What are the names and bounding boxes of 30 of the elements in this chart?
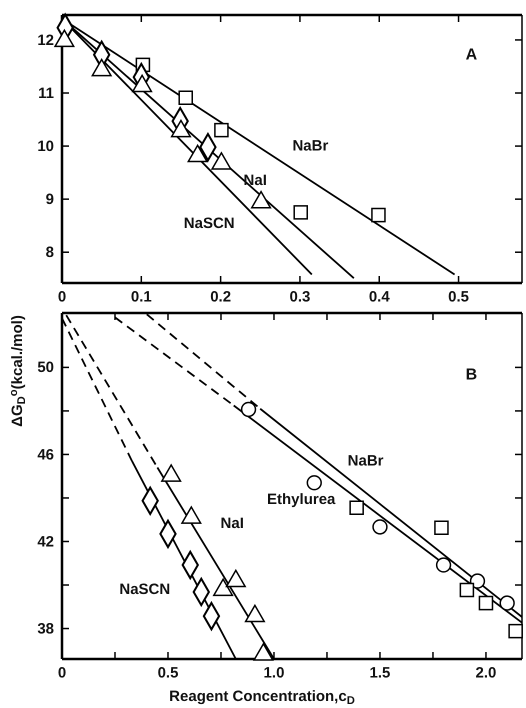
annotation: NaSCN: [119, 580, 170, 598]
annotation: A: [466, 46, 478, 64]
x-tick-label: 0.5: [158, 664, 178, 682]
x-axis-title: Reagent Concentration,c$_{D}$: [169, 688, 355, 708]
annotation: NaI: [220, 515, 244, 532]
y-tick-label: 10: [37, 138, 54, 155]
y-tick-label: 8: [46, 244, 54, 262]
y-tick-label: 9: [46, 190, 54, 208]
annotation: NaBr: [292, 137, 328, 154]
y-tick-label: 11: [38, 84, 54, 102]
x-tick-label: 0.5: [448, 288, 469, 306]
y-tick-label: 50: [37, 359, 54, 376]
x-tick-label: 0.3: [290, 288, 310, 306]
x-tick-label: 1.5: [370, 664, 390, 682]
y-tick-label: 38: [37, 620, 54, 638]
annotation: NaBr: [348, 452, 384, 470]
annotation: NaI: [244, 172, 267, 190]
x-tick-label: 0.2: [210, 288, 232, 306]
x-tick-label: 0: [58, 664, 66, 682]
y-tick-label: 12: [37, 32, 54, 49]
x-tick-label: 1.0: [264, 664, 284, 682]
x-tick-label: 0: [58, 288, 66, 306]
x-tick-label: 0.4: [368, 288, 390, 306]
annotation: NaSCN: [184, 215, 235, 232]
annotation: B: [466, 366, 478, 384]
y-tick-label: 42: [37, 533, 54, 550]
y-tick-label: 46: [37, 446, 54, 464]
annotation: Ethylurea: [267, 490, 336, 508]
x-tick-label: 0.1: [130, 288, 152, 306]
x-tick-label: 2.0: [476, 664, 496, 682]
